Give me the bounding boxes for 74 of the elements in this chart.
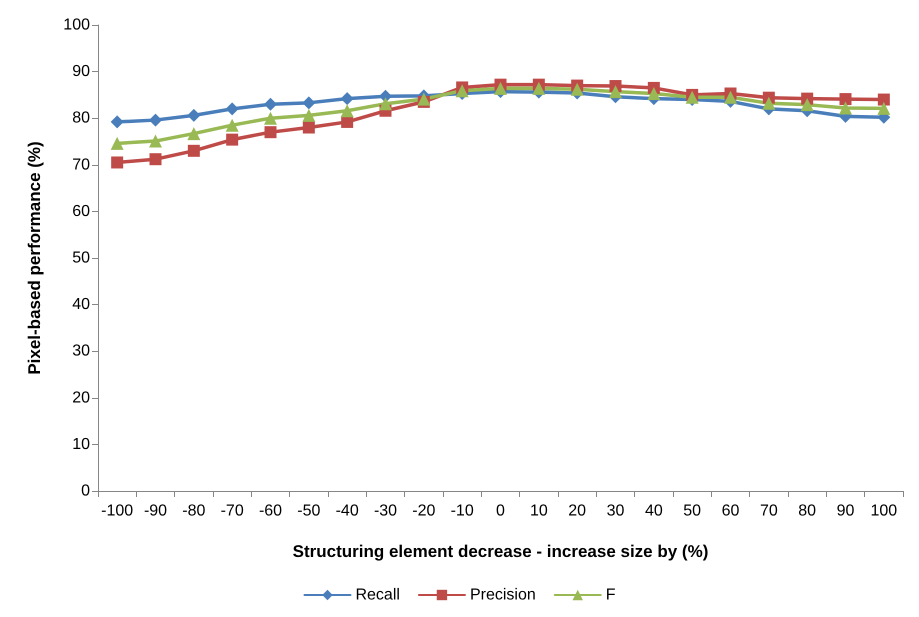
y-tick-label: 90 <box>72 63 90 80</box>
x-tick-label: -30 <box>374 502 398 520</box>
point <box>188 144 200 157</box>
point <box>839 101 852 114</box>
y-tick-label: 100 <box>63 16 90 34</box>
point <box>111 156 124 168</box>
point <box>840 93 852 106</box>
point <box>647 87 660 100</box>
x-tick-label: -50 <box>297 502 320 520</box>
y-tick-label: 0 <box>81 482 90 500</box>
point <box>187 108 200 122</box>
point <box>264 98 277 111</box>
y-tick-label: 70 <box>72 156 90 174</box>
point <box>724 90 737 104</box>
x-tick-label: -80 <box>182 502 206 520</box>
y-tick-label: 80 <box>72 110 90 127</box>
y-tick-label: 30 <box>72 342 90 360</box>
x-axis-title: Structuring element decrease - increase size by (%) <box>292 542 708 561</box>
point <box>340 92 354 106</box>
point <box>877 102 890 115</box>
x-tick-label: 90 <box>836 502 854 520</box>
x-tick-label: 0 <box>496 502 506 520</box>
x-tick-label: 30 <box>606 502 624 520</box>
x-tick-label: 70 <box>760 502 778 520</box>
point <box>570 82 584 96</box>
x-tick-label: 80 <box>798 502 816 520</box>
x-tick-label: -10 <box>450 502 474 520</box>
y-tick-label: 40 <box>72 296 90 314</box>
point <box>456 84 469 98</box>
point <box>341 116 354 128</box>
legend-label: Recall <box>355 586 400 604</box>
point <box>878 94 890 106</box>
point <box>532 82 546 95</box>
point <box>149 114 162 127</box>
x-tick-label: 60 <box>722 502 740 520</box>
point <box>800 98 814 112</box>
point <box>379 97 392 110</box>
x-tick-label: 40 <box>644 502 663 520</box>
point <box>302 108 316 122</box>
point <box>226 102 239 116</box>
x-tick-label: 20 <box>568 502 586 520</box>
x-tick-label: 100 <box>870 502 898 520</box>
point <box>226 134 238 146</box>
x-tick-label: -60 <box>258 502 282 520</box>
y-tick-label: 20 <box>72 389 90 406</box>
legend-label: F <box>606 586 616 604</box>
point <box>110 115 124 128</box>
x-tick-label: 50 <box>683 502 702 520</box>
point <box>340 104 354 118</box>
point <box>609 85 622 98</box>
y-tick-label: 50 <box>72 250 90 266</box>
x-tick-label: -20 <box>412 502 436 520</box>
point <box>302 96 316 110</box>
point <box>302 122 315 134</box>
point <box>686 90 699 104</box>
x-tick-label: -90 <box>144 502 168 520</box>
x-tick-label: -70 <box>220 502 244 520</box>
point <box>494 82 507 95</box>
x-tick-label: 10 <box>530 502 548 520</box>
y-axis-title: Pixel-based performance (%) <box>25 141 44 375</box>
y-tick-label: 10 <box>72 436 90 453</box>
x-tick-label: -40 <box>336 502 359 520</box>
point <box>187 127 200 140</box>
point <box>417 92 430 106</box>
x-tick-label: -100 <box>101 502 134 520</box>
point <box>226 118 239 132</box>
point <box>762 96 776 110</box>
point <box>149 134 162 148</box>
point <box>150 153 162 166</box>
legend-label: Precision <box>470 586 536 604</box>
y-tick-label: 60 <box>72 202 90 220</box>
point <box>264 126 276 138</box>
point <box>264 112 277 125</box>
point <box>110 136 124 150</box>
